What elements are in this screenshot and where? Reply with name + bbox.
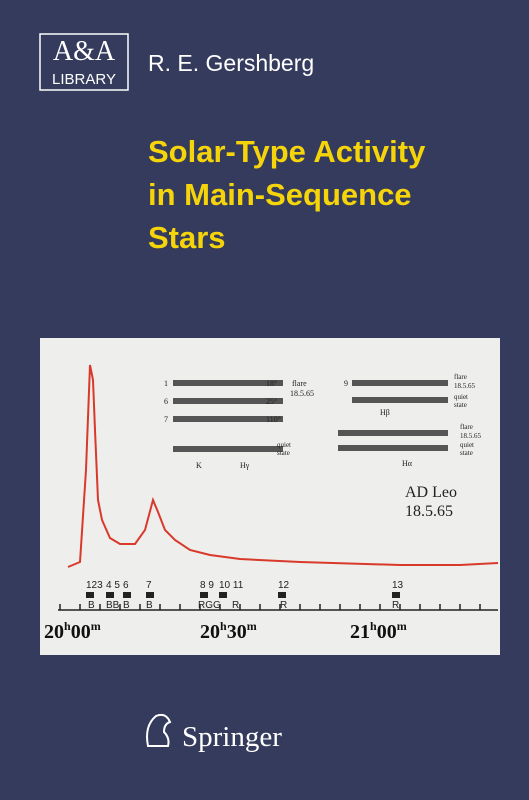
figure-panel [40, 338, 500, 655]
time-part: h [370, 619, 377, 633]
exposure-mark [278, 592, 286, 598]
time-label: 21h00m [350, 619, 407, 643]
time-label: 20h00m [44, 619, 101, 643]
figure-label: Hα [402, 459, 413, 468]
exposure-mark [106, 592, 114, 598]
figure-label: R [280, 600, 287, 611]
time-part: m [397, 619, 407, 633]
figure-label: 110° [266, 415, 281, 424]
spectrum-strip [173, 398, 283, 404]
spectrum-strip [338, 445, 448, 451]
exposure-mark [200, 592, 208, 598]
exposure-mark [146, 592, 154, 598]
exposure-mark [392, 592, 400, 598]
figure-label: 18.5.65 [460, 432, 482, 440]
logo-mark: A&A [53, 36, 116, 67]
figure-label: 13 [392, 580, 404, 591]
figure-label: B [146, 600, 153, 611]
spectrum-strip [352, 380, 448, 386]
spectrum-strip [173, 416, 283, 422]
title-line: Solar-Type Activity [148, 134, 426, 169]
time-part: h [220, 619, 227, 633]
figure-label: state [277, 449, 290, 457]
time-part: m [247, 619, 257, 633]
spectrum-strip [173, 446, 283, 452]
figure-label: flare [292, 379, 307, 388]
spectrum-strip [352, 397, 448, 403]
figure-label: quiet [277, 441, 291, 449]
figure-label: 18.5.65 [290, 389, 314, 398]
figure-label: 9 [344, 379, 348, 388]
figure-label: state [454, 401, 467, 409]
exposure-mark [86, 592, 94, 598]
figure-label: B [123, 600, 130, 611]
time-part: 20 [200, 621, 220, 643]
figure-label: 18° [266, 379, 277, 388]
figure-label: 6 [123, 580, 129, 591]
figure-label: 1 [164, 379, 168, 388]
exposure-mark [123, 592, 131, 598]
figure-label: 7 [146, 580, 152, 591]
time-part: 20 [44, 621, 64, 643]
time-part: 00 [377, 621, 397, 643]
light-curve [67, 364, 499, 568]
figure-label: 25° [266, 397, 277, 406]
springer-logo [146, 713, 172, 747]
figure-label: flare [454, 373, 467, 381]
figure-label: R [232, 600, 239, 611]
time-part: 30 [227, 621, 247, 643]
time-part: m [91, 619, 101, 633]
title-line: Stars [148, 220, 226, 255]
logo-library: LIBRARY [52, 71, 116, 88]
spectrum-strip [173, 380, 283, 386]
figure-label: quiet [454, 393, 468, 401]
time-part: h [64, 619, 71, 633]
time-part: 00 [71, 621, 91, 643]
spectrum-strip [338, 430, 448, 436]
figure-label: BB [106, 600, 120, 611]
figure-label: 12 [278, 580, 290, 591]
figure-label: 6 [164, 397, 168, 406]
figure-label: 8 9 [200, 580, 214, 591]
figure-label: 18.5.65 [454, 382, 476, 390]
title-line: in Main-Sequence [148, 177, 412, 212]
figure-label: state [460, 449, 473, 457]
figure-label: quiet [460, 441, 474, 449]
author: R. E. Gershberg [148, 50, 314, 76]
figure-label: 123 [86, 580, 103, 591]
figure-label: 10 11 [219, 580, 244, 591]
figure-label: K [196, 461, 202, 470]
figure-label: B [88, 600, 95, 611]
publisher: Springer [182, 721, 282, 753]
time-label: 20h30m [200, 619, 257, 643]
figure-label: AD Leo [405, 484, 457, 501]
figure-label: flare [460, 423, 473, 431]
figure-label: Hγ [240, 461, 250, 470]
time-part: 21 [350, 621, 370, 643]
figure-label: Hβ [380, 408, 390, 417]
figure-label: 7 [164, 415, 168, 424]
figure-label: 4 5 [106, 580, 120, 591]
exposure-mark [219, 592, 227, 598]
figure-label: RGG [198, 600, 221, 611]
logo-frame [39, 33, 129, 91]
figure-label: 18.5.65 [405, 503, 453, 520]
figure-label: R [392, 600, 399, 611]
